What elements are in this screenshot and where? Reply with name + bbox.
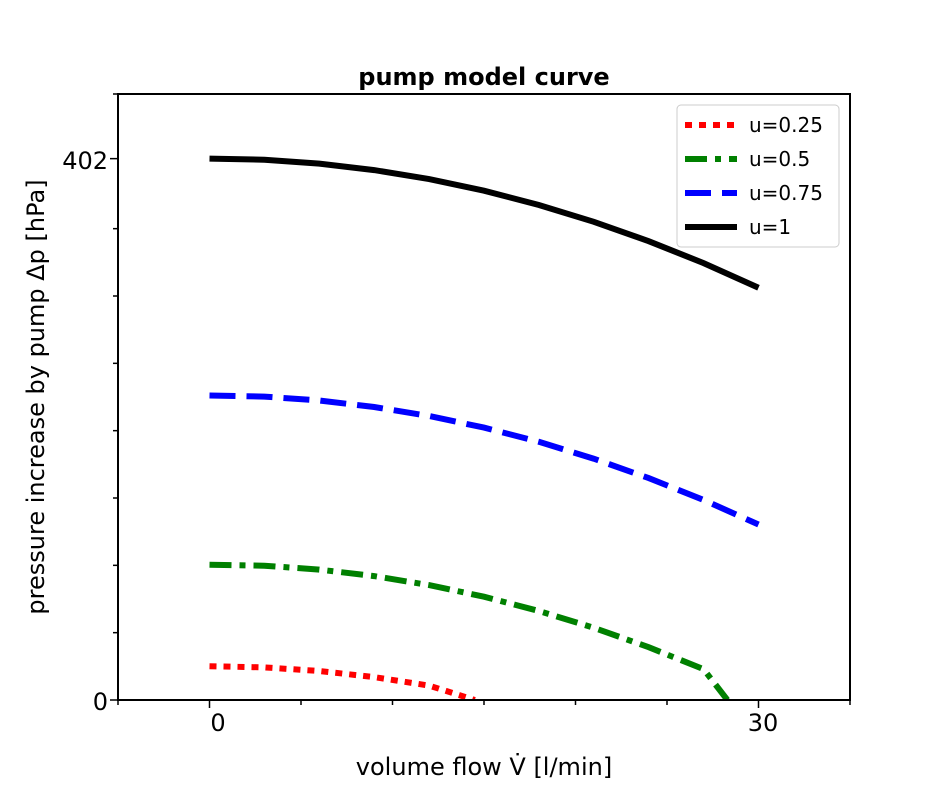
series-line-u-0-25	[209, 663, 476, 700]
series-line-u-1	[209, 155, 760, 291]
series-layer	[209, 155, 760, 700]
y-axis-label: pressure increase by pump Δp [hPa]	[22, 179, 50, 614]
legend: u=0.25 u=0.5 u=0.75 u=1	[676, 104, 840, 248]
chart-title: pump model curve	[358, 63, 609, 91]
legend-box	[676, 104, 840, 248]
x-tick-label-0: 0	[210, 709, 225, 737]
legend-label: u=0.25	[749, 113, 823, 137]
legend-label: u=0.75	[749, 181, 823, 205]
y-tick-label-402: 402	[62, 147, 108, 175]
x-tick-label-30: 30	[748, 709, 779, 737]
legend-label: u=1	[749, 215, 791, 239]
series-line-u-0-5	[209, 561, 730, 700]
y-tick-label-0: 0	[93, 688, 108, 716]
legend-label: u=0.5	[749, 147, 810, 171]
ticks-layer	[110, 93, 851, 708]
series-line-u-0-75	[209, 392, 760, 528]
x-axis-label: volume flow V̇ [l/min]	[356, 753, 612, 781]
legend-items: u=0.25 u=0.5 u=0.75 u=1	[685, 113, 823, 239]
